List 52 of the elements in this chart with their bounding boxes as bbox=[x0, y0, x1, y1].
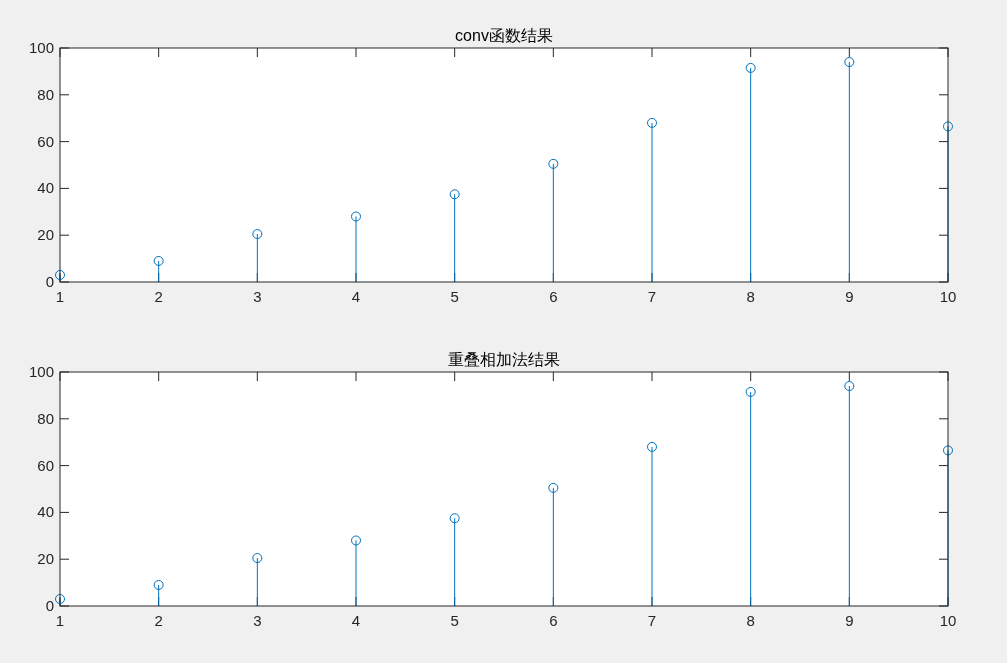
y-tick-label: 20 bbox=[37, 226, 54, 244]
x-tick-label: 8 bbox=[746, 612, 755, 629]
y-tick-label: 100 bbox=[28, 363, 54, 380]
x-tick-label: 2 bbox=[154, 612, 163, 629]
x-tick-label: 10 bbox=[939, 612, 957, 629]
x-tick-label: 1 bbox=[55, 288, 65, 305]
chart-title: 重叠相加法结果 bbox=[448, 351, 560, 368]
point bbox=[745, 386, 756, 397]
x-tick-label: 9 bbox=[845, 612, 854, 629]
x-tick-label: 3 bbox=[253, 612, 262, 629]
chart-title: conv函数结果 bbox=[455, 27, 553, 44]
x-tick-label: 6 bbox=[549, 288, 558, 305]
point bbox=[252, 553, 263, 564]
point bbox=[548, 158, 559, 169]
y-tick-label: 100 bbox=[28, 39, 54, 56]
x-tick-label: 8 bbox=[746, 288, 755, 305]
x-tick-label: 5 bbox=[450, 288, 459, 305]
point bbox=[449, 189, 460, 200]
y-tick-label: 40 bbox=[37, 179, 54, 197]
x-tick-label: 2 bbox=[154, 288, 163, 305]
point bbox=[647, 117, 657, 128]
point bbox=[943, 445, 953, 456]
y-tick-label: 20 bbox=[37, 550, 54, 568]
y-tick-label: 60 bbox=[37, 456, 54, 474]
point bbox=[647, 441, 657, 452]
x-tick-label: 1 bbox=[55, 612, 65, 629]
x-tick-label: 4 bbox=[351, 288, 361, 305]
y-tick-label: 40 bbox=[37, 503, 54, 521]
y-tick-label: 80 bbox=[37, 409, 54, 427]
point bbox=[548, 482, 559, 493]
x-tick-label: 6 bbox=[549, 612, 558, 629]
point bbox=[153, 255, 164, 266]
x-tick-label: 10 bbox=[939, 288, 957, 305]
point bbox=[252, 229, 263, 240]
x-tick-label: 7 bbox=[647, 612, 657, 629]
point bbox=[351, 535, 361, 546]
y-tick-label: 0 bbox=[45, 273, 54, 290]
x-tick-label: 4 bbox=[351, 612, 361, 629]
point bbox=[844, 381, 855, 392]
x-tick-label: 3 bbox=[253, 288, 262, 305]
point bbox=[153, 579, 164, 590]
point bbox=[449, 513, 460, 524]
y-tick-label: 60 bbox=[37, 132, 54, 150]
point bbox=[351, 211, 361, 222]
x-tick-label: 5 bbox=[450, 612, 459, 629]
x-tick-label: 7 bbox=[647, 288, 657, 305]
y-tick-label: 0 bbox=[45, 597, 54, 614]
y-tick-label: 80 bbox=[37, 85, 54, 103]
point bbox=[745, 62, 756, 73]
point bbox=[844, 57, 855, 68]
x-tick-label: 9 bbox=[845, 288, 854, 305]
point bbox=[943, 121, 953, 132]
